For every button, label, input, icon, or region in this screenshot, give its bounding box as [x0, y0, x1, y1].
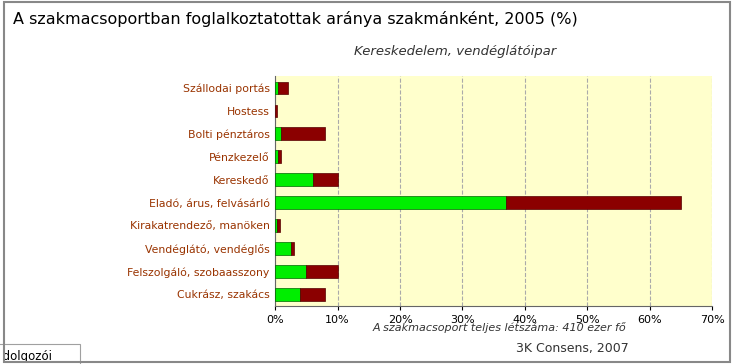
Bar: [275, 104, 277, 117]
Bar: [300, 288, 325, 301]
Bar: [275, 196, 506, 209]
Bar: [275, 150, 278, 163]
Bar: [291, 242, 294, 255]
Bar: [278, 82, 288, 94]
Bar: [313, 173, 338, 186]
Bar: [275, 82, 278, 94]
Bar: [281, 127, 325, 140]
Bar: [275, 288, 300, 301]
Bar: [277, 219, 280, 232]
Bar: [307, 265, 338, 278]
Bar: [278, 150, 282, 163]
Bar: [275, 265, 307, 278]
Legend: mikroszervezetek dolgozói, nagyobb szervezetek dolgozói: mikroszervezetek dolgozói, nagyobb szerv…: [0, 344, 79, 364]
Bar: [275, 173, 313, 186]
Text: A szakmacsoportban foglalkoztatottak aránya szakmánként, 2005 (%): A szakmacsoportban foglalkoztatottak ará…: [13, 11, 578, 27]
Bar: [506, 196, 680, 209]
Bar: [275, 219, 277, 232]
Bar: [275, 242, 291, 255]
Text: A szakmacsoport teljes létszáma: 410 ezer fő: A szakmacsoport teljes létszáma: 410 eze…: [372, 322, 626, 333]
Bar: [275, 127, 281, 140]
Text: Kereskedelem, vendéglátóipar: Kereskedelem, vendéglátóipar: [354, 46, 556, 59]
Text: 3K Consens, 2007: 3K Consens, 2007: [516, 342, 629, 355]
